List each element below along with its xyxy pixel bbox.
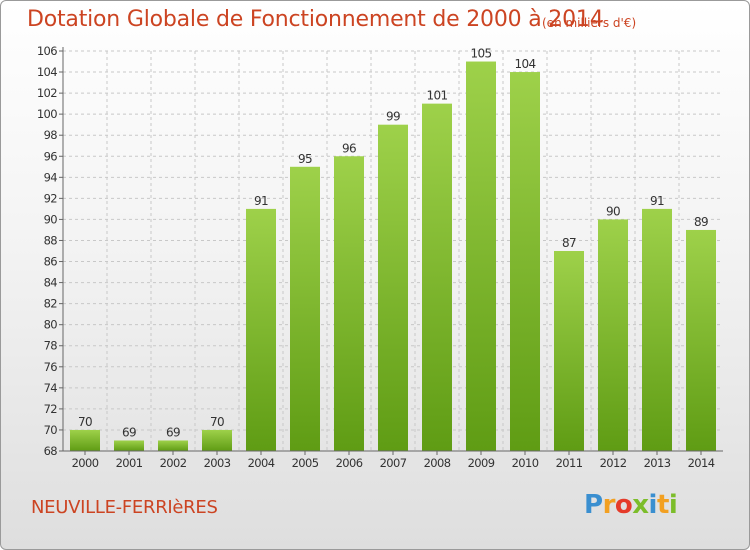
y-tick-label: 84: [44, 276, 58, 290]
data-label-2004: 91: [254, 194, 268, 208]
x-tick-label-2006: 2006: [336, 456, 363, 470]
x-tick-label-2005: 2005: [292, 456, 319, 470]
chart-title: Dotation Globale de Fonctionnement de 20…: [27, 7, 604, 32]
data-label-2001: 69: [122, 425, 136, 439]
data-label-2013: 91: [650, 194, 664, 208]
bar-2003: [202, 429, 232, 451]
logo-letter: r: [602, 490, 616, 520]
data-label-2014: 89: [694, 215, 708, 229]
labels: 68 70 72 74 76 78 80 82 84 86 88 90 92 94 96 98 100 102 10…: [37, 44, 715, 470]
x-tick-label-2011: 2011: [556, 456, 583, 470]
bar-2011: [554, 251, 584, 451]
bar-2010: [510, 72, 540, 451]
bar-2009: [466, 61, 496, 452]
bar-2005: [290, 166, 320, 451]
x-tick-label-2008: 2008: [424, 456, 451, 470]
bar-2006: [334, 156, 364, 451]
data-label-2007: 99: [386, 110, 400, 124]
bar-2001: [114, 440, 144, 451]
x-tick-label-2010: 2010: [512, 456, 539, 470]
bar-2012: [598, 219, 628, 451]
x-tick-label-2002: 2002: [160, 456, 187, 470]
x-tick-label-2007: 2007: [380, 456, 407, 470]
data-label-2010: 104: [514, 57, 535, 71]
y-tick-label: 94: [44, 170, 58, 184]
proxiti-logo[interactable]: Proxiti: [584, 490, 678, 520]
x-tick-label-2000: 2000: [72, 456, 99, 470]
y-tick-label: 78: [44, 339, 58, 353]
x-tick-label-2001: 2001: [116, 456, 143, 470]
y-tick-label: 100: [37, 107, 57, 121]
bar-2000: [70, 429, 100, 451]
data-label-2008: 101: [426, 89, 447, 103]
data-label-2009: 105: [470, 47, 491, 61]
data-label-2000: 70: [78, 415, 92, 429]
data-label-2003: 70: [210, 415, 224, 429]
data-label-2002: 69: [166, 425, 180, 439]
bar-2004: [246, 208, 276, 451]
bar-2007: [378, 124, 408, 452]
axes: [59, 47, 723, 455]
bar-2013: [642, 208, 672, 451]
y-tick-label: 74: [44, 381, 58, 395]
x-tick-label-2012: 2012: [600, 456, 627, 470]
logo-letter: P: [584, 490, 603, 520]
x-tick-label-2004: 2004: [248, 456, 275, 470]
y-tick-label: 76: [44, 360, 58, 374]
y-tick-label: 68: [44, 444, 58, 458]
bar-2014: [686, 229, 716, 451]
y-tick-label: 98: [44, 128, 58, 142]
y-tick-label: 80: [44, 318, 58, 332]
y-tick-label: 70: [44, 423, 58, 437]
y-tick-label: 92: [44, 191, 58, 205]
y-tick-label: 72: [44, 402, 58, 416]
y-tick-label: 82: [44, 297, 58, 311]
commune-name: NEUVILLE-FERRIèRES: [31, 497, 218, 518]
data-label-2012: 90: [606, 204, 620, 218]
x-tick-label-2003: 2003: [204, 456, 231, 470]
logo-letter: i: [648, 490, 658, 520]
bar-2002: [158, 440, 188, 451]
y-tick-label: 104: [37, 65, 57, 79]
bars: [70, 61, 716, 452]
data-label-2005: 95: [298, 152, 312, 166]
y-tick-label: 106: [37, 44, 57, 58]
y-tick-label: 102: [37, 86, 57, 100]
logo-letter: x: [632, 490, 649, 520]
y-tick-label: 88: [44, 233, 58, 247]
bar-2008: [422, 103, 452, 451]
data-label-2006: 96: [342, 141, 356, 155]
y-tick-label: 96: [44, 149, 58, 163]
y-tick-label: 90: [44, 212, 58, 226]
x-tick-label-2009: 2009: [468, 456, 495, 470]
unit-note: (en milliers d'€): [542, 16, 637, 30]
y-tick-label: 86: [44, 255, 58, 269]
logo-letter: t: [656, 490, 669, 520]
logo-letter: i: [668, 490, 678, 520]
x-tick-label-2013: 2013: [644, 456, 671, 470]
data-label-2011: 87: [562, 236, 576, 250]
logo-letter: o: [614, 490, 633, 520]
x-tick-label-2014: 2014: [688, 456, 715, 470]
